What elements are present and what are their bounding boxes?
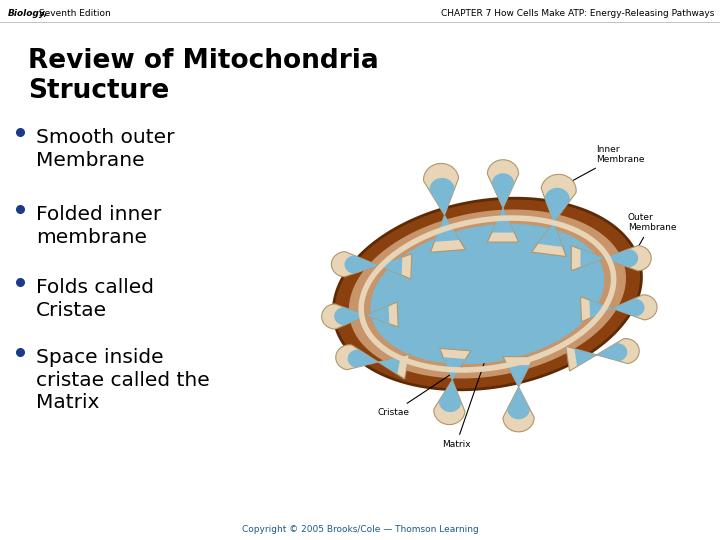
Text: Seventh Edition: Seventh Edition (36, 9, 111, 17)
PathPatch shape (492, 173, 514, 233)
PathPatch shape (566, 339, 639, 371)
PathPatch shape (429, 178, 459, 242)
Text: Cristae: Cristae (378, 367, 462, 417)
Text: Smooth outer
Membrane: Smooth outer Membrane (36, 128, 174, 170)
PathPatch shape (344, 255, 402, 275)
PathPatch shape (348, 349, 400, 374)
PathPatch shape (331, 252, 412, 279)
PathPatch shape (370, 224, 604, 364)
Text: Outer
Membrane: Outer Membrane (628, 213, 676, 263)
PathPatch shape (434, 348, 471, 424)
Text: Structure: Structure (28, 78, 169, 104)
Text: Copyright © 2005 Brooks/Cole — Thomson Learning: Copyright © 2005 Brooks/Cole — Thomson L… (242, 525, 478, 535)
PathPatch shape (336, 345, 410, 379)
PathPatch shape (333, 198, 642, 390)
PathPatch shape (538, 188, 570, 247)
PathPatch shape (348, 210, 626, 379)
PathPatch shape (580, 295, 657, 322)
Text: Matrix: Matrix (442, 311, 502, 449)
Text: Review of Mitochondria: Review of Mitochondria (28, 48, 379, 74)
PathPatch shape (575, 343, 627, 367)
PathPatch shape (580, 249, 638, 267)
PathPatch shape (439, 357, 466, 412)
Text: Folded inner
membrane: Folded inner membrane (36, 205, 161, 247)
PathPatch shape (503, 356, 534, 432)
Text: Biology,: Biology, (8, 9, 48, 17)
Text: CHAPTER 7 How Cells Make ATP: Energy-Releasing Pathways: CHAPTER 7 How Cells Make ATP: Energy-Rel… (441, 9, 714, 17)
PathPatch shape (487, 160, 518, 242)
PathPatch shape (531, 174, 576, 256)
PathPatch shape (322, 302, 398, 329)
Text: Space inside
cristae called the
Matrix: Space inside cristae called the Matrix (36, 348, 210, 413)
PathPatch shape (590, 299, 644, 318)
Text: Inner
Membrane: Inner Membrane (544, 145, 645, 196)
PathPatch shape (571, 246, 651, 271)
PathPatch shape (508, 365, 530, 419)
Text: Folds called
Cristae: Folds called Cristae (36, 278, 154, 320)
PathPatch shape (423, 164, 465, 252)
PathPatch shape (334, 306, 390, 325)
